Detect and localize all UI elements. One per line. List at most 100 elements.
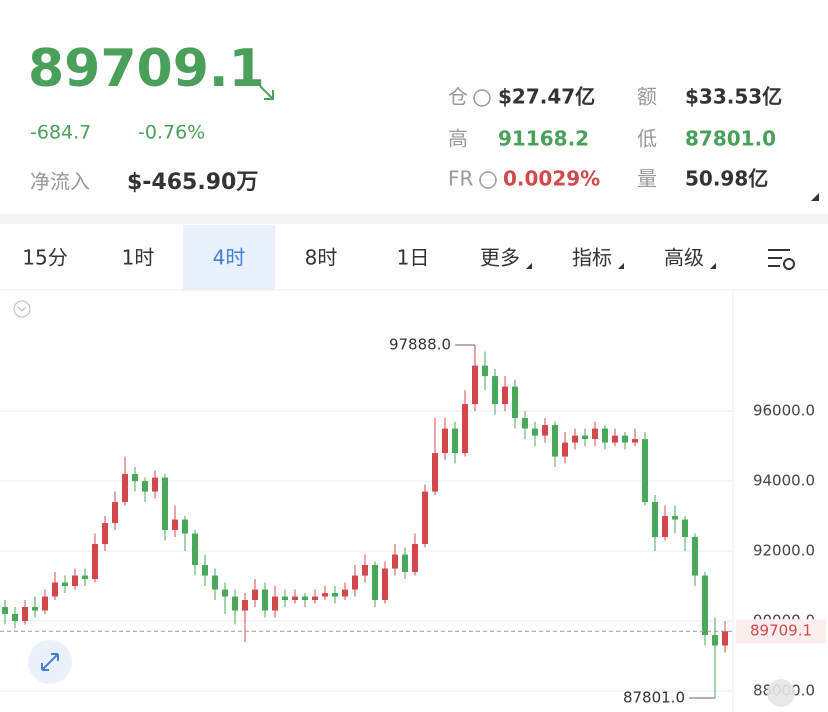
candle-body [602,428,608,443]
candle-body [332,593,338,597]
candle-body [542,425,548,436]
candle-body [262,589,268,611]
candle-body [112,502,118,524]
stat-value: $33.53亿 [685,85,782,109]
candle-body [222,589,228,597]
fullscreen-icon [41,653,59,671]
candle-body [232,596,238,611]
down-arrow [259,85,274,100]
candle-body [362,565,368,576]
tab[interactable]: 高级 [664,246,704,270]
candle-body [32,607,38,611]
y-tick-label: 94000.0 [753,472,815,490]
stat-label: 低 [637,127,657,151]
candle-body [212,575,218,590]
separator [0,214,828,224]
stat-label: 仓 [448,85,468,109]
candle-body [652,502,658,538]
candle-body [252,589,258,601]
chart: 88000.090000.092000.094000.096000.097888… [0,336,826,706]
candle-body [312,596,318,601]
tab[interactable]: 15分 [22,246,67,270]
collapse-chevron [17,306,27,312]
candle-body [402,554,408,573]
candle-body [282,596,288,601]
candle-body [702,575,708,636]
tab[interactable]: 更多 [480,246,520,270]
scroll-button[interactable] [767,679,795,707]
candle-body [302,596,308,601]
stat-value: $27.47亿 [498,85,595,109]
dropdown-marker [526,263,532,269]
candle-body [2,607,8,615]
candle-body [182,519,188,534]
tab[interactable]: 1时 [122,246,155,270]
y-tick-label: 92000.0 [753,542,815,560]
stat-label: 高 [448,127,468,151]
dropdown-marker [618,263,624,269]
candle-body [162,477,168,531]
low-label: 87801.0 [623,688,685,706]
stat-label: 量 [637,167,657,191]
candle-body [682,519,688,538]
candle-body [482,365,488,377]
candle-body [152,477,158,492]
tab[interactable]: 8时 [305,246,338,270]
candle-body [272,596,278,611]
stat-value: 87801.0 [685,127,776,151]
candle-body [412,544,418,573]
candle-body [582,435,588,440]
stat-value: 91168.2 [498,127,589,151]
candle-body [142,481,148,492]
candle-body [522,418,528,429]
expand-corner[interactable] [811,193,819,201]
candle-body [422,491,428,545]
change: -684.7 [30,122,91,144]
candle-body [572,435,578,443]
stat-label: FR [448,167,474,191]
stat-value: 50.98亿 [685,167,768,191]
tab[interactable]: 1日 [397,246,430,270]
candle-body [472,365,478,405]
candle-body [382,568,388,601]
candle-body [42,596,48,611]
candle-body [342,589,348,597]
y-tick-label: 96000.0 [753,402,815,420]
candle-body [722,631,728,646]
candle-body [502,386,508,405]
candle-body [712,635,718,646]
candle-body [622,435,628,443]
settings-icon[interactable] [768,249,795,270]
candle-body [662,516,668,538]
tab-bar: 15分 1时 4时 8时 1日 更多 指标 高级 [22,225,716,290]
candle-body [642,439,648,503]
candle-body [612,435,618,443]
stat-label: 额 [637,85,657,109]
last-price-label: 89709.1 [750,622,812,640]
candle-body [172,519,178,531]
price: 89709.1 [28,39,265,99]
candle-body [62,582,68,587]
help-icon[interactable] [473,89,491,107]
candle-body [22,607,28,622]
candle-body [292,596,298,601]
net-inflow: $-465.90万 [127,170,258,195]
candle-body [242,600,248,611]
active-tab-bg [183,225,275,290]
candle-body [592,428,598,440]
change-pct: -0.76% [138,122,205,144]
candle-body [632,439,638,443]
candle-body [562,442,568,457]
tab[interactable]: 指标 [572,246,612,270]
candle-body [352,575,358,590]
candle-body [372,565,378,601]
candle-body [532,428,538,436]
candle-body [132,474,138,482]
candle-body [82,575,88,580]
help-icon[interactable] [479,171,497,189]
tab[interactable]: 4时 [213,246,246,270]
collapse-icon[interactable] [13,300,31,318]
net-inflow-label: 净流入 [30,170,90,194]
candle-body [202,565,208,576]
